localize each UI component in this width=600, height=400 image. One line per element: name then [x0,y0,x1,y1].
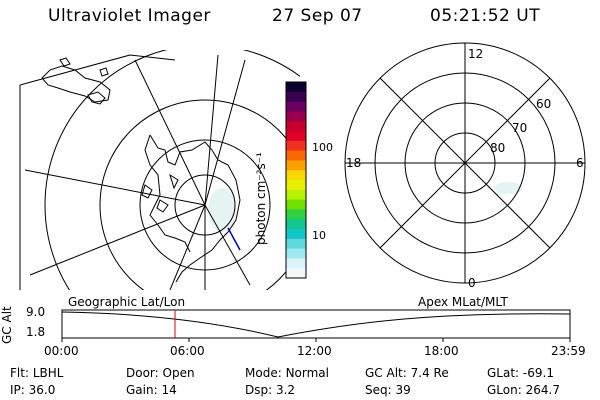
status-seq: Seq: 39 [365,383,411,397]
colorbar-segment [286,121,306,132]
mlt-line [379,77,551,249]
mlt-label-12: 12 [468,47,484,61]
colorbar-segment [286,180,306,191]
colorbar-segment [286,160,306,171]
coastline [169,173,179,190]
aurora-patch [208,188,236,232]
mlat-label-70: 70 [512,121,528,135]
coastline [144,134,241,283]
status-door-value: Open [162,366,195,380]
geographic-map [19,50,300,290]
altitude-curve [61,311,571,338]
mlat-label-80: 80 [490,141,506,155]
colorbar-segment [286,140,306,152]
coastline [141,184,153,199]
colorbar-segment [286,248,306,259]
colorbar-segment [286,258,306,269]
colorbar-tick-10: 10 [312,229,326,242]
status-ip: IP: 36.0 [10,383,56,397]
status-mode: Mode: Normal [245,366,329,380]
meridian [204,54,219,206]
coastline [41,65,111,103]
colorbar-segment [286,82,306,93]
colorbar-segment [286,268,306,279]
xtick-1800: 18:00 [424,344,459,358]
mlt-label-0: 0 [468,276,476,290]
apex-label: Apex MLat/MLT [418,295,508,309]
meridian [204,204,251,286]
xtick-0600: 06:00 [170,344,205,358]
status-mode-value: Normal [285,366,329,380]
xtick-2359: 23:59 [551,344,586,358]
colorbar-segment [286,229,306,240]
aurora-patch [494,182,522,194]
colorbar-segment [286,170,306,181]
status-gc-alt-value: 7.4 Re [410,366,449,380]
time-label: 05:21:52 UT [430,6,541,26]
coastline [87,91,106,105]
colorbar-segment [286,199,306,210]
colorbar-tick-100: 100 [312,141,333,154]
status-ip-value: 36.0 [28,383,56,397]
mlt-label-6: 6 [576,156,584,170]
instrument-title: Ultraviolet Imager [48,6,211,26]
xtick-1200: 12:00 [297,344,332,358]
colorbar-segment [286,111,306,122]
meridian [134,59,206,206]
status-gc-alt: GC Alt: 7.4 Re [365,366,449,380]
status-glat-value: -69.1 [522,366,554,380]
status-glon: GLon: 264.7 [487,383,560,397]
coastline [59,57,71,67]
map-border [19,54,176,290]
status-gain: Gain: 14 [126,383,177,397]
coastline [99,67,109,77]
status-glat: GLat: -69.1 [487,366,554,380]
colorbar [286,82,306,279]
xtick-0000: 00:00 [44,344,79,358]
colorbar-segment [286,101,306,112]
meridian [29,204,206,276]
status-flt-value: LBHL [32,366,64,380]
altitude-timeline [61,309,571,342]
status-flt: Flt: LBHL [10,366,64,380]
status-glon-value: 264.7 [525,383,560,397]
colorbar-segment [286,131,306,142]
mlt-label-18: 18 [346,156,362,170]
colorbar-segment [286,150,306,161]
ytick-1-8: 1.8 [26,325,46,339]
colorbar-segment [286,189,306,201]
polar-grid [344,42,586,284]
coastline [156,199,169,213]
ytick-9: 9.0 [26,305,46,319]
status-gain-value: 14 [161,383,177,397]
colorbar-frame [285,81,307,279]
geographic-label: Geographic Lat/Lon [68,295,186,309]
colorbar-segment [286,91,306,103]
colorbar-segment [286,219,306,230]
status-door: Door: Open [126,366,195,380]
lat-circle [99,99,300,290]
colorbar-segment [286,238,306,250]
lat-circle [44,50,300,290]
status-seq-value: 39 [395,383,411,397]
meridian [24,169,206,206]
date-label: 27 Sep 07 [272,6,363,26]
footprint-track [227,227,241,251]
meridian [204,59,246,206]
status-dsp-value: 3.2 [275,383,296,397]
timeline-ylabel: GC Alt [0,306,14,344]
status-dsp: Dsp: 3.2 [245,383,296,397]
colorbar-unit-label: photon cm⁻²s⁻¹ [254,152,268,245]
mlat-label-60: 60 [536,97,552,111]
colorbar-segment [286,209,306,220]
